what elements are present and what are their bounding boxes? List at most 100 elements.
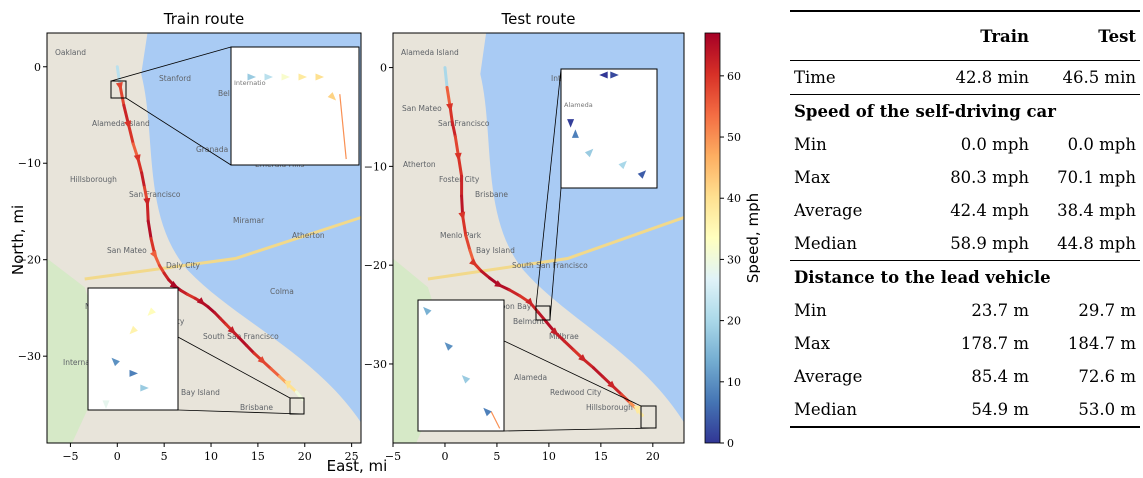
section-title: Distance to the lead vehicle xyxy=(794,268,1051,287)
route-segment xyxy=(592,366,605,379)
route-arrow-marker xyxy=(227,326,237,335)
x-axis-label: East, mi xyxy=(327,457,388,475)
route-segment xyxy=(443,66,449,89)
train-value: 42.8 min xyxy=(955,68,1030,87)
inset-route-line xyxy=(339,94,347,160)
y-axis-label: North, mi xyxy=(9,205,27,275)
map-place-label: Granada xyxy=(196,145,228,154)
route-arrow-marker xyxy=(525,297,534,307)
section-title-speed: Speed of the self-driving car xyxy=(790,94,1140,129)
test-value: 44.8 mph xyxy=(1057,234,1136,253)
inset-arrow-marker xyxy=(111,357,120,367)
map-place-label: Alameda Island xyxy=(92,119,150,128)
x-tick-label: 5 xyxy=(161,450,168,463)
x-tick-label: 0 xyxy=(441,450,448,463)
speed-colorbar: 0 10 20 30 40 50 60 Speed, mph xyxy=(704,32,760,450)
section-title: Speed of the self-driving car xyxy=(794,102,1056,121)
row-label: Average xyxy=(794,201,863,220)
route-segment xyxy=(562,339,576,352)
map-place-label: Stanford xyxy=(159,74,191,83)
map-place-label: Bay Island xyxy=(181,388,220,397)
table-row: Max 178.7 m 184.7 m xyxy=(790,327,1140,360)
route-segment xyxy=(237,336,249,348)
train-value: 23.7 m xyxy=(971,301,1030,320)
test-value: 38.4 mph xyxy=(1057,201,1136,220)
train-value: 0.0 mph xyxy=(960,135,1030,154)
route-segment xyxy=(479,269,492,280)
inset-arrow-marker xyxy=(444,342,453,351)
colorbar-tick-label: 50 xyxy=(727,131,741,144)
zoom-inset xyxy=(417,299,505,432)
route-segment xyxy=(146,219,153,240)
inset-arrow-marker xyxy=(298,73,307,81)
route-arrow-marker xyxy=(607,380,616,390)
x-tick-label: 25 xyxy=(345,450,359,463)
route-segment xyxy=(245,344,256,355)
map-place-label: South San Francisco xyxy=(512,261,588,270)
panel-title: Test route xyxy=(501,10,576,28)
map-place-label: Alameda xyxy=(514,373,547,382)
inset-arrow-marker xyxy=(102,400,110,409)
inset-arrow-marker xyxy=(247,73,256,81)
route-segment xyxy=(157,263,166,275)
map-place-label: Atherton xyxy=(403,160,436,169)
route-arrow-marker xyxy=(458,211,466,221)
train-value: 58.9 mph xyxy=(950,234,1030,253)
zoom-region-box xyxy=(535,305,551,321)
route-segment xyxy=(507,288,522,298)
inset-arrow-marker xyxy=(567,119,575,128)
inset-arrow-marker xyxy=(483,407,492,417)
test-value: 53.0 m xyxy=(1078,400,1136,419)
zoom-inset xyxy=(560,68,658,189)
route-arrow-marker xyxy=(469,258,478,267)
zoom-inset xyxy=(230,46,360,166)
map-highway xyxy=(427,216,685,281)
map-place-label: Atherton xyxy=(292,231,325,240)
x-tick-label: 0 xyxy=(114,450,121,463)
zoom-connector xyxy=(535,68,562,307)
inset-arrow-marker xyxy=(584,148,594,158)
y-tick-label: −10 xyxy=(18,157,41,170)
zoom-connector xyxy=(110,46,232,82)
x-tick-label: 20 xyxy=(298,450,312,463)
test-value: 70.1 mph xyxy=(1057,168,1136,187)
table-row: Median 54.9 m 53.0 m xyxy=(790,393,1140,427)
colorbar-tick-label: 20 xyxy=(727,315,741,328)
route-arrow-marker xyxy=(257,356,267,365)
inset-arrow-marker xyxy=(599,71,608,79)
colorbar-gradient xyxy=(704,32,721,444)
map-place-label: Brisbane xyxy=(475,190,508,199)
colorbar-label: Speed, mph xyxy=(744,193,760,283)
test-value: 46.5 min xyxy=(1062,68,1136,87)
map-place-label: Millbrae xyxy=(549,332,579,341)
map-place-label: Foster City xyxy=(439,175,480,184)
train-value: 42.4 mph xyxy=(950,201,1030,220)
table-row: Min 0.0 mph 0.0 mph xyxy=(790,128,1140,161)
route-segment xyxy=(269,367,281,378)
inset-arrow-marker xyxy=(281,73,290,81)
stats-table: Train Test Time 42.8 min 46.5 min Speed … xyxy=(790,10,1140,428)
table-header-blank xyxy=(790,11,922,61)
train-value: 178.7 m xyxy=(960,334,1030,353)
map-place-label: San Mateo xyxy=(402,104,442,113)
colorbar-tick-label: 40 xyxy=(727,192,741,205)
inset-arrow-marker xyxy=(327,92,337,101)
map-place-label: Internatio... xyxy=(63,358,106,367)
x-tick-label: 15 xyxy=(251,450,265,463)
inset-arrow-marker xyxy=(637,170,647,179)
section-title-distance: Distance to the lead vehicle xyxy=(790,260,1140,295)
map-place-label: Colma xyxy=(270,287,294,296)
colorbar-tick-label: 0 xyxy=(727,437,734,450)
route-arrow-marker xyxy=(454,152,462,162)
x-tick-label: 15 xyxy=(594,450,608,463)
map-place-label: Hillsborough xyxy=(586,403,633,412)
inset-arrow-marker xyxy=(610,71,619,79)
map-place-label: Brisbane xyxy=(240,403,273,412)
zoom-connector xyxy=(177,409,305,415)
route-arrow-marker xyxy=(578,354,587,363)
x-tick-label: 10 xyxy=(542,450,556,463)
route-segment xyxy=(464,234,472,252)
colorbar-tick-label: 30 xyxy=(727,253,741,266)
inset-arrow-marker xyxy=(129,325,138,335)
route-arrow-marker xyxy=(446,103,453,112)
